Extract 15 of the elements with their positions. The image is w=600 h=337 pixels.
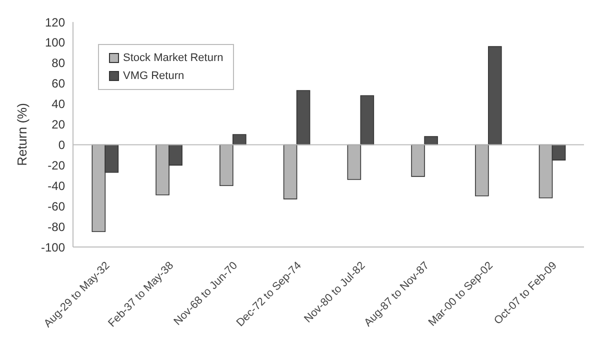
legend-label: VMG Return — [123, 69, 184, 84]
y-tick-label: 0 — [58, 138, 66, 152]
y-axis-title: Return (%) — [14, 103, 30, 166]
y-tick-label: -80 — [48, 220, 66, 234]
y-tick-label: 40 — [52, 97, 66, 112]
y-tick-label: 120 — [44, 15, 66, 30]
y-tick-label: -60 — [48, 199, 66, 214]
y-tick-label: 60 — [52, 76, 66, 91]
y-tick-label: 20 — [52, 118, 66, 132]
y-tick-label: 80 — [52, 56, 66, 70]
legend-label: Stock Market Return — [123, 51, 224, 66]
y-tick-label: -40 — [48, 178, 66, 193]
y-tick-label: 100 — [44, 36, 66, 50]
y-tick-label: -20 — [48, 158, 66, 172]
y-tick-label: -100 — [40, 240, 66, 254]
